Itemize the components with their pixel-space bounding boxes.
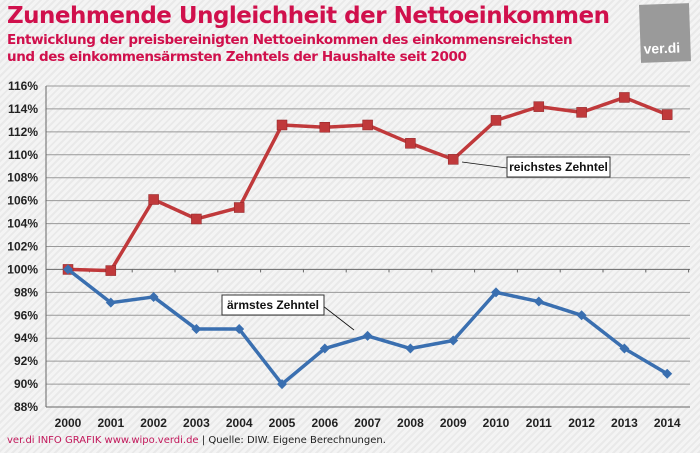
- x-tick-label: 2008: [397, 416, 424, 430]
- data-point: [661, 109, 673, 120]
- subtitle-line-2: und des einkommensärmsten Zehntels der H…: [7, 49, 467, 65]
- series-poor: [63, 264, 673, 390]
- subtitle-line-1: Entwicklung der preisbereinigten Nettoei…: [7, 32, 573, 48]
- x-tick-label: 2012: [568, 416, 595, 430]
- y-tick-label: 90%: [14, 377, 38, 391]
- data-point: [576, 310, 587, 321]
- series-label: ärmstes Zehntel: [227, 298, 319, 312]
- data-point: [234, 324, 245, 335]
- y-tick-label: 108%: [7, 171, 38, 185]
- data-point: [533, 101, 545, 112]
- x-tick-label: 2013: [611, 416, 638, 430]
- x-tick-label: 2003: [183, 416, 210, 430]
- data-point: [533, 296, 544, 307]
- callout-box: [506, 156, 611, 178]
- footer: ver.di INFO GRAFIK www.wipo.verdi.de | Q…: [7, 435, 386, 446]
- data-point: [319, 343, 330, 354]
- y-tick-label: 112%: [8, 125, 38, 139]
- y-tick-label: 88%: [14, 400, 38, 414]
- series-line: [66, 268, 669, 386]
- y-tick-label: 114%: [8, 102, 38, 116]
- data-point: [362, 330, 373, 341]
- callout-box: [221, 294, 325, 316]
- y-tick-label: 110%: [8, 148, 38, 162]
- x-tick-label: 2009: [440, 416, 467, 430]
- series-rich: [62, 92, 673, 276]
- data-point: [63, 264, 73, 275]
- data-point: [405, 138, 416, 149]
- data-point: [662, 368, 673, 379]
- data-point: [148, 194, 159, 205]
- page-title: Zunehmende Ungleichheit der Nettoeinkomm…: [7, 3, 610, 29]
- data-point: [490, 115, 502, 126]
- y-tick-label: 98%: [14, 285, 38, 299]
- x-tick-label: 2000: [55, 416, 82, 430]
- data-point: [619, 343, 630, 354]
- series-label: reichstes Zehntel: [509, 160, 608, 174]
- x-tick-label: 2010: [483, 416, 510, 430]
- data-point: [276, 119, 288, 131]
- y-tick-label: 102%: [7, 240, 38, 254]
- data-point: [362, 119, 373, 131]
- x-tick-label: 2014: [654, 416, 681, 430]
- data-point: [191, 213, 202, 225]
- x-tick-label: 2001: [97, 416, 124, 430]
- data-point: [491, 287, 501, 298]
- x-tick-label: 2002: [140, 416, 167, 430]
- y-tick-label: 96%: [14, 308, 38, 322]
- y-tick-label: 100%: [7, 262, 38, 276]
- y-tick-label: 104%: [7, 217, 38, 231]
- data-point: [405, 343, 416, 354]
- data-point: [576, 107, 587, 118]
- y-tick-label: 94%: [14, 331, 38, 345]
- y-tick-label: 106%: [7, 194, 38, 208]
- data-point: [148, 291, 159, 302]
- x-tick-label: 2006: [311, 416, 338, 430]
- data-point: [191, 324, 202, 335]
- footer-brand: ver.di INFO GRAFIK www.wipo.verdi.de: [7, 435, 199, 446]
- x-tick-label: 2005: [269, 416, 296, 430]
- footer-source: Quelle: DIW. Eigene Berechnungen.: [208, 435, 386, 446]
- x-tick-label: 2011: [526, 416, 552, 430]
- data-point: [447, 154, 459, 165]
- data-point: [233, 202, 245, 213]
- data-point: [448, 335, 459, 346]
- data-point: [319, 122, 331, 133]
- y-tick-label: 92%: [14, 354, 38, 368]
- data-point: [105, 265, 117, 276]
- x-tick-label: 2007: [354, 416, 381, 430]
- data-point: [619, 92, 630, 103]
- data-point: [277, 379, 287, 390]
- y-tick-label: 116%: [8, 79, 38, 93]
- x-tick-label: 2004: [226, 416, 253, 430]
- callout-leader: [461, 161, 508, 169]
- footer-separator: |: [201, 435, 206, 446]
- callout-leader: [322, 305, 355, 331]
- data-point: [105, 297, 116, 308]
